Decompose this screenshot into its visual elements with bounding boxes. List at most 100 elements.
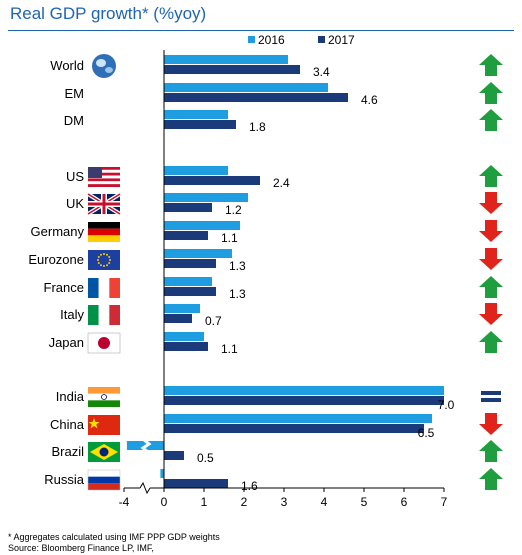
trend-arrow-us-up-icon — [479, 165, 503, 187]
flag-eu-icon — [88, 250, 120, 270]
bars: 3.4 4.6 1.8 2.4 1.2 1.1 1.3 1.3 0.7 1.1 7.06.5 0.5 1… — [126, 55, 455, 493]
category-label-france: France — [44, 280, 84, 295]
flag-china-icon — [88, 415, 120, 435]
category-label-em: EM — [65, 86, 85, 101]
bar-germany-2017 — [164, 231, 208, 240]
trend-arrow-world-up-icon — [479, 54, 503, 76]
legend-2016-label: 2016 — [258, 33, 285, 47]
data-label-world: 3.4 — [313, 65, 330, 79]
data-label-germany: 1.1 — [221, 231, 238, 245]
bar-uk-2016 — [164, 193, 248, 202]
bar-germany-2016 — [164, 221, 240, 230]
flag-globe-icon — [92, 54, 116, 78]
bar-dm-2016 — [164, 110, 228, 119]
legend-2017-label: 2017 — [328, 33, 355, 47]
flag-germany-icon — [88, 222, 120, 242]
bar-china-2016 — [164, 414, 432, 423]
flag-russia-icon — [87, 469, 121, 491]
bar-eurozone-2017 — [164, 259, 216, 268]
title-divider — [8, 30, 514, 31]
category-label-brazil: Brazil — [51, 444, 84, 459]
trend-arrow-germany-down-icon — [479, 220, 503, 242]
bar-france-2017 — [164, 287, 216, 296]
data-label-india: 7.0 — [438, 398, 455, 412]
trend-arrow-china-down-icon — [479, 413, 503, 435]
category-label-india: India — [56, 389, 85, 404]
x-tick-label-6: 6 — [401, 495, 408, 509]
bar-japan-2016 — [164, 332, 204, 341]
bar-japan-2017 — [164, 342, 208, 351]
flag-uk-icon — [86, 192, 122, 216]
data-label-france: 1.3 — [229, 287, 246, 301]
category-label-eurozone: Eurozone — [28, 252, 84, 267]
category-label-us: US — [66, 169, 84, 184]
category-label-uk: UK — [66, 196, 84, 211]
bar-china-2017 — [164, 424, 424, 433]
data-label-italy: 0.7 — [205, 314, 222, 328]
x-tick-label-1: 1 — [201, 495, 208, 509]
category-label-italy: Italy — [60, 307, 84, 322]
x-tick-label-0: 0 — [161, 495, 168, 509]
legend-2016-swatch — [248, 36, 255, 43]
x-tick-label-5: 5 — [361, 495, 368, 509]
bar-india-2017 — [164, 396, 444, 405]
bar-dm-2017 — [164, 120, 236, 129]
trend-arrows — [479, 54, 503, 490]
flag-brazil-icon — [88, 442, 120, 462]
category-label-world: World — [50, 58, 84, 73]
data-label-russia: 1.6 — [241, 479, 258, 493]
category-labels: World EM DM US UK Germany Eurozone France Italy J… — [28, 58, 84, 487]
data-label-us: 2.4 — [273, 176, 290, 190]
data-label-em: 4.6 — [361, 93, 378, 107]
bar-eurozone-2016 — [164, 249, 232, 258]
gdp-growth-chart: 2016 2017 WorldEMDMUSUKGermanyEurozoneFra… — [28, 33, 503, 509]
trend-arrow-france-up-icon — [479, 276, 503, 298]
trend-arrow-india-flat-icon — [481, 391, 501, 402]
trend-arrow-eurozone-down-icon — [479, 248, 503, 270]
bar-em-2016 — [164, 83, 328, 92]
data-label-japan: 1.1 — [221, 342, 238, 356]
trend-arrow-japan-up-icon — [479, 331, 503, 353]
legend-2017-swatch — [318, 36, 325, 43]
legend: 2016 2017 — [248, 33, 355, 47]
footnote-source: Source: Bloomberg Finance LP, IMF, — [8, 543, 154, 553]
bar-france-2016 — [164, 277, 212, 286]
bar-world-2016 — [164, 55, 288, 64]
flag-column — [86, 54, 122, 491]
x-tick-label--4: -4 — [119, 495, 130, 509]
trend-arrow-russia-up-icon — [479, 468, 503, 490]
category-label-dm: DM — [64, 113, 84, 128]
flag-france-icon — [88, 278, 120, 298]
bar-uk-2017 — [164, 203, 212, 212]
flag-india-icon — [88, 387, 120, 407]
trend-arrow-brazil-up-icon — [479, 440, 503, 462]
category-label-japan: Japan — [49, 335, 84, 350]
category-label-russia: Russia — [44, 472, 85, 487]
trend-arrow-dm-up-icon — [479, 109, 503, 131]
x-axis-break — [139, 481, 151, 495]
bar-us-2016 — [164, 166, 228, 175]
x-tick-label-7: 7 — [441, 495, 448, 509]
x-axis: -4 0 1 2 3 4 5 6 7 — [119, 50, 448, 509]
data-label-uk: 1.2 — [225, 203, 242, 217]
footnote: * Aggregates calculated using IMF PPP GD… — [8, 532, 220, 554]
category-label-germany: Germany — [31, 224, 85, 239]
bar-em-2017 — [164, 93, 348, 102]
flag-japan-icon — [87, 332, 121, 354]
data-label-brazil: 0.5 — [197, 451, 214, 465]
bar-brazil-2017 — [164, 451, 184, 460]
x-tick-label-3: 3 — [281, 495, 288, 509]
footnote-weights: * Aggregates calculated using IMF PPP GD… — [8, 532, 220, 542]
data-label-dm: 1.8 — [249, 120, 266, 134]
bar-italy-2016 — [164, 304, 200, 313]
trend-arrow-em-up-icon — [479, 82, 503, 104]
trend-arrow-uk-down-icon — [479, 192, 503, 214]
trend-arrow-italy-down-icon — [479, 303, 503, 325]
bar-us-2017 — [164, 176, 260, 185]
bar-russia-2016 — [160, 469, 164, 478]
category-label-china: China — [50, 417, 85, 432]
x-tick-label-2: 2 — [241, 495, 248, 509]
chart-title: Real GDP growth* (%yoy) — [10, 4, 207, 23]
bar-india-2016 — [164, 386, 444, 395]
flag-us-icon — [88, 167, 120, 187]
